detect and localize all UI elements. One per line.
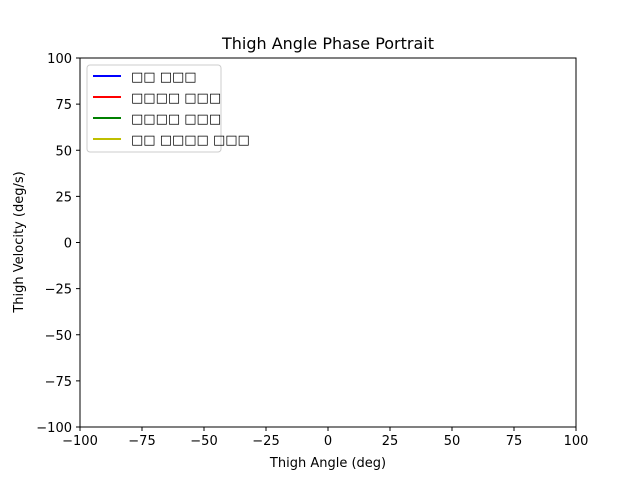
x-tick-label: −75	[128, 434, 155, 449]
x-tick-label: 50	[444, 434, 461, 449]
x-tick-label: −25	[252, 434, 279, 449]
y-tick-label: −75	[45, 375, 72, 390]
x-tick-label: 75	[506, 434, 523, 449]
legend-label: □□ □□□□ □□□	[131, 133, 250, 148]
x-axis-label: Thigh Angle (deg)	[269, 456, 386, 471]
x-tick-label: 0	[324, 434, 332, 449]
legend: □□ □□□ □□□□ □□□ □□□□ □□□ □□ □□□□ □□□	[86, 64, 250, 153]
x-tick-label: −100	[62, 434, 98, 449]
y-tick-label: 50	[55, 144, 72, 159]
chart-title: Thigh Angle Phase Portrait	[221, 34, 434, 53]
x-tick-label: −50	[190, 434, 217, 449]
legend-label: □□ □□□	[131, 70, 197, 85]
y-axis-label: Thigh Velocity (deg/s)	[12, 171, 27, 313]
legend-label: □□□□ □□□	[131, 91, 221, 106]
x-axis-ticks: −100 −75 −50 −25 0 25 50 75 100	[62, 427, 588, 449]
y-tick-label: 25	[55, 190, 72, 205]
legend-box	[86, 64, 222, 153]
y-tick-label: −25	[45, 283, 72, 298]
legend-label: □□□□ □□□	[131, 112, 221, 127]
y-tick-label: −50	[45, 329, 72, 344]
x-tick-label: 100	[564, 434, 589, 449]
y-tick-label: 75	[55, 98, 72, 113]
y-axis-ticks: −100 −75 −50 −25 0 25 50 75 100	[36, 52, 80, 436]
y-tick-label: 0	[64, 237, 72, 252]
x-tick-label: 25	[382, 434, 399, 449]
y-tick-label: 100	[47, 52, 72, 67]
y-tick-label: −100	[36, 421, 72, 436]
